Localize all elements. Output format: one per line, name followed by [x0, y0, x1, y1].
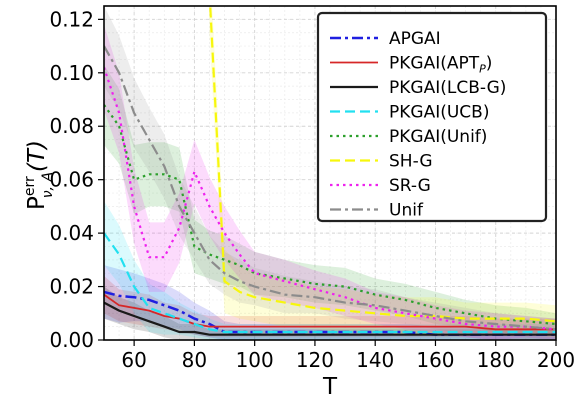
legend-label-pkgai-unif: PKGAI(Unif)	[389, 127, 487, 147]
series-line-pkgai-unif	[104, 104, 556, 326]
legend-label-sr-g: SR-G	[389, 176, 431, 196]
y-axis-label-argument: (T)	[24, 140, 50, 172]
legend-label-pkgai-lcb-g: PKGAI(LCB-G)	[389, 78, 506, 98]
y-tick-label: 0.04	[49, 221, 94, 245]
x-axis-label: T	[322, 374, 338, 400]
x-axis-ticks: 60 80 100 120 140 160 180 200	[121, 340, 575, 372]
legend: APGAI PKGAI(APTP)PKGAI(LCB-G) PKGAI(UCB) PK…	[316, 11, 548, 223]
series-line-sh-g	[209, 6, 556, 323]
legend-label-sh-g: SH-G	[389, 152, 433, 172]
x-tick-label: 80	[182, 348, 207, 372]
legend-box	[316, 11, 548, 223]
series-line-pkgai-ucb	[104, 232, 556, 334]
x-tick-label: 60	[121, 348, 146, 372]
y-axis-label-subscript: ν, A	[40, 172, 56, 198]
x-tick-label: 120	[296, 348, 334, 372]
band-apgai	[104, 265, 556, 340]
x-tick-label: 180	[477, 348, 515, 372]
y-tick-label: 0.02	[49, 275, 94, 299]
y-tick-label: 0.06	[49, 168, 94, 192]
band-pkgai-apt-p	[104, 275, 556, 340]
series-line-pkgai-apt-p	[104, 293, 556, 331]
y-axis-label: Perr ν, A(T)	[22, 140, 56, 210]
x-tick-label: 160	[416, 348, 454, 372]
y-tick-label: 0.10	[49, 61, 94, 85]
y-axis-ticks: 0.00 0.02 0.04 0.06 0.08 0.10 0.12	[49, 7, 104, 352]
band-sh-g	[209, 6, 556, 338]
x-tick-label: 140	[356, 348, 394, 372]
plot-frame	[103, 5, 557, 341]
series-lines	[104, 6, 556, 336]
legend-label-pkgai-apt-p: PKGAI(APTP)	[389, 54, 492, 76]
x-tick-label: 200	[537, 348, 575, 372]
band-sr-g	[104, 24, 556, 340]
y-tick-label: 0.12	[49, 7, 94, 31]
legend-label-pkgai-ucb: PKGAI(UCB)	[389, 103, 489, 123]
series-line-pkgai-lcb-g	[104, 301, 556, 336]
legend-label-apgai: APGAI	[389, 29, 441, 49]
series-line-unif	[104, 45, 556, 331]
y-tick-label: 0.00	[49, 328, 94, 352]
y-tick-label: 0.08	[49, 114, 94, 138]
y-axis-label-superscript: err	[22, 176, 38, 196]
x-tick-label: 100	[236, 348, 274, 372]
y-axis-label-main: P	[24, 196, 50, 210]
legend-label-unif: Unif	[389, 201, 424, 221]
